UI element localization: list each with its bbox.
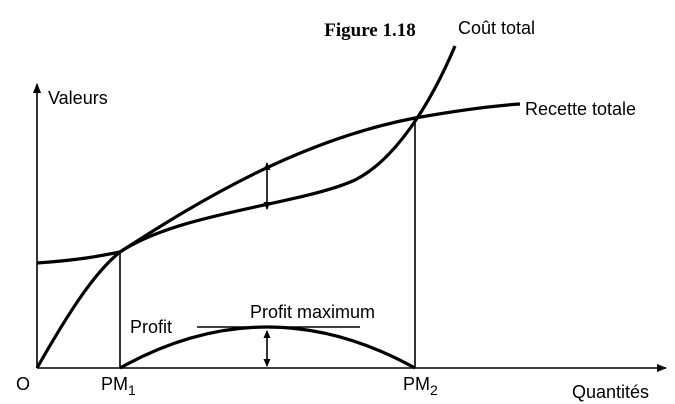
revenue-curve [36,102,521,265]
pm2-label: PM2 [403,374,438,398]
profit-label: Profit [130,317,172,337]
cost-label: Coût total [458,18,535,38]
pm1-sub: 1 [128,382,136,398]
revenue-label: Recette totale [525,99,636,119]
pm2-sub: 2 [430,382,438,398]
profit-max-label: Profit maximum [250,302,375,322]
y-label: Valeurs [48,88,108,108]
pm1-text: PM [101,374,128,394]
pm2-text: PM [403,374,430,394]
cost-curve [35,45,457,369]
pm1-label: PM1 [101,374,136,398]
x-label: Quantités [572,382,649,402]
title: Figure 1.18 [324,20,415,41]
origin: O [16,374,30,394]
